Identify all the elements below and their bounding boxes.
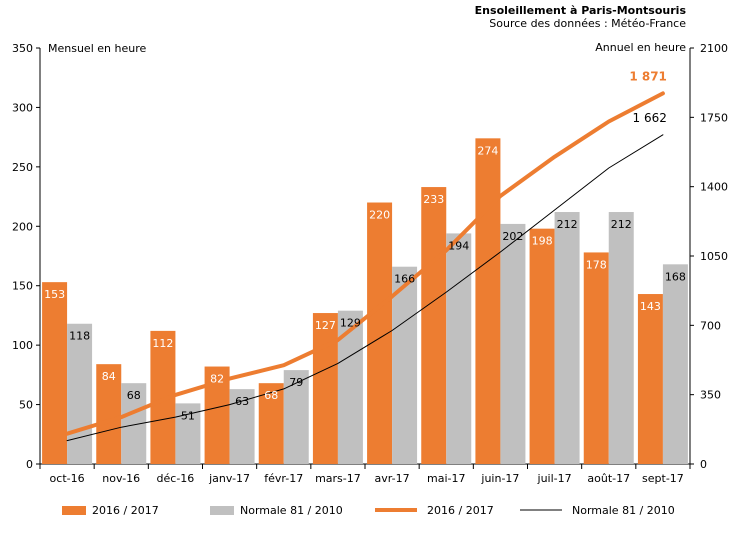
y-left-tick-label: 50	[19, 399, 33, 412]
legend-label: Normale 81 / 2010	[240, 504, 343, 517]
x-tick-label: juil-17	[537, 472, 572, 485]
chart-title: Ensoleillement à Paris-Montsouris	[475, 4, 687, 17]
bar-normal	[662, 264, 688, 464]
x-tick-label: juin-17	[480, 472, 519, 485]
bar-current	[475, 138, 501, 464]
y-right-tick-label: 700	[700, 319, 721, 332]
bar-current	[96, 364, 122, 464]
bar-normal	[67, 323, 93, 464]
bar-normal	[608, 212, 634, 464]
legend-label: 2016 / 2017	[427, 504, 494, 517]
bar-value-label: 166	[394, 273, 415, 286]
bar-value-label: 118	[69, 330, 90, 343]
bar-normal	[554, 212, 580, 464]
legend-swatch	[62, 506, 86, 515]
bar-normal	[175, 403, 201, 464]
line-cumulative-current	[65, 91, 665, 436]
x-tick-label: févr-17	[264, 472, 303, 485]
x-tick-label: sept-17	[642, 472, 684, 485]
line-cumulative-normal	[66, 134, 664, 442]
bar-value-label: 153	[44, 288, 65, 301]
bar-value-label: 143	[640, 300, 661, 313]
bar-value-label: 127	[315, 319, 336, 332]
y-left-tick-label: 100	[12, 339, 33, 352]
bar-normal	[229, 389, 255, 464]
bar-normal	[446, 233, 472, 464]
y-right-tick-label: 2100	[700, 42, 728, 55]
bar-value-label: 212	[557, 218, 578, 231]
x-tick-label: mars-17	[315, 472, 361, 485]
bar-current	[258, 383, 284, 464]
bars	[42, 138, 688, 464]
bar-normal	[283, 370, 309, 464]
bar-value-label: 168	[665, 270, 686, 283]
bar-current	[42, 282, 68, 464]
y-axis-right-label: Annuel en heure	[595, 41, 686, 54]
axes: 0 50 100 150 200 250 300 350 0 350 700 1050 1400 1750…	[12, 42, 728, 485]
bar-current	[637, 294, 663, 464]
bar-current	[583, 252, 609, 464]
bar-value-label: 233	[423, 193, 444, 206]
x-tick-label: août-17	[587, 472, 630, 485]
y-right-tick-label: 1750	[700, 111, 728, 124]
y-right-tick-label: 0	[700, 458, 707, 471]
bar-value-label: 82	[210, 373, 224, 386]
y-left-tick-label: 300	[12, 101, 33, 114]
y-left-tick-label: 250	[12, 161, 33, 174]
bar-current	[312, 313, 338, 464]
legend-label: Normale 81 / 2010	[572, 504, 675, 517]
bar-value-label: 274	[477, 144, 498, 157]
line-end-label: 1 662	[633, 111, 667, 125]
legend: 2016 / 2017 Normale 81 / 2010 2016 / 2017 N…	[62, 504, 675, 517]
line-end-label: 1 871	[629, 69, 667, 83]
x-tick-label: nov-16	[102, 472, 140, 485]
y-right-tick-label: 1400	[700, 181, 728, 194]
legend-label: 2016 / 2017	[92, 504, 159, 517]
y-axis-left-label: Mensuel en heure	[48, 42, 146, 55]
bar-current	[529, 228, 555, 464]
bar-value-label: 84	[102, 370, 116, 383]
bar-value-label: 194	[448, 239, 469, 252]
x-tick-label: janv-17	[208, 472, 250, 485]
data-labels: 153 84 112 82 68 127 220 233 274 198 178 143 118 68 51…	[44, 69, 686, 422]
x-tick-label: oct-16	[50, 472, 85, 485]
bar-value-label: 63	[235, 395, 249, 408]
bar-value-label: 220	[369, 209, 390, 222]
bar-value-label: 79	[289, 376, 303, 389]
y-right-tick-label: 350	[700, 389, 721, 402]
bar-normal	[392, 266, 418, 464]
x-tick-label: mai-17	[427, 472, 465, 485]
bar-value-label: 212	[611, 218, 632, 231]
bar-value-label: 198	[532, 235, 553, 248]
bar-value-label: 178	[586, 258, 607, 271]
bar-value-label: 129	[340, 317, 361, 330]
x-tick-label: déc-16	[157, 472, 195, 485]
bar-value-label: 68	[264, 389, 278, 402]
lines	[65, 91, 665, 442]
bar-value-label: 68	[127, 389, 141, 402]
bar-current	[421, 187, 447, 464]
y-right-tick-label: 1050	[700, 250, 728, 263]
legend-swatch	[210, 506, 234, 515]
bar-value-label: 202	[502, 230, 523, 243]
bar-value-label: 112	[152, 337, 173, 350]
x-tick-label: avr-17	[375, 472, 410, 485]
y-left-tick-label: 200	[12, 220, 33, 233]
bar-normal	[337, 310, 363, 464]
y-left-tick-label: 0	[26, 458, 33, 471]
bar-normal	[500, 223, 526, 464]
y-left-tick-label: 350	[12, 42, 33, 55]
bar-value-label: 51	[181, 409, 195, 422]
chart-subtitle: Source des données : Météo-France	[489, 17, 686, 30]
y-left-tick-label: 150	[12, 280, 33, 293]
